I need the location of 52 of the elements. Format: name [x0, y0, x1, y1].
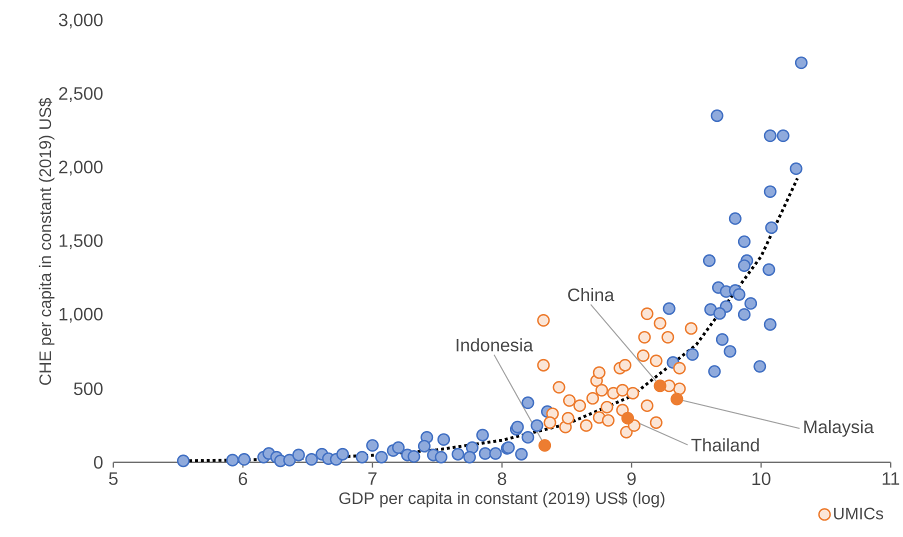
- point: [620, 426, 633, 439]
- point: [600, 400, 614, 414]
- point: [662, 330, 674, 344]
- point: [650, 416, 663, 429]
- y-tick-label: 500: [74, 382, 103, 396]
- legend-label: UMICs: [834, 508, 884, 520]
- x-axis-title: GDP per capita in constant (2019) US$ (log): [339, 492, 664, 508]
- point: [573, 399, 586, 412]
- point: [621, 412, 634, 425]
- point: [544, 416, 556, 429]
- point: [670, 392, 684, 406]
- point: [650, 354, 663, 368]
- point: [654, 380, 666, 392]
- point: [586, 392, 600, 405]
- point: [552, 380, 566, 394]
- x-tick-label: 11: [882, 472, 900, 485]
- x-tick-label: 5: [109, 472, 118, 485]
- x-tick-label: 10: [752, 472, 770, 486]
- x-tick-label: 6: [238, 472, 248, 486]
- point: [616, 384, 629, 397]
- x-tick-label: 7: [368, 472, 377, 485]
- y-tick-label: 3,000: [58, 14, 103, 28]
- point: [537, 358, 550, 372]
- point: [580, 419, 593, 432]
- y-tick-label: 2,500: [59, 87, 103, 102]
- point: [563, 394, 576, 407]
- x-tick-label: 8: [498, 472, 506, 486]
- annotation: China: [568, 288, 614, 302]
- y-tick-label: 2,000: [59, 160, 103, 176]
- point: [636, 349, 650, 362]
- point: [562, 412, 574, 425]
- point: [684, 322, 698, 335]
- point: [673, 362, 686, 375]
- x-tick-label: 9: [627, 472, 636, 486]
- point: [626, 386, 640, 400]
- point: [618, 358, 632, 372]
- point: [592, 366, 606, 379]
- point: [640, 307, 654, 320]
- point: [640, 399, 654, 412]
- point: [538, 439, 552, 452]
- point: [537, 314, 550, 327]
- y-axis-title: CHE per capita in constant (2019) US$: [38, 98, 54, 385]
- point: [654, 316, 666, 330]
- point: [595, 384, 608, 397]
- y-tick-label: 0: [94, 456, 103, 469]
- y-tick-label: 1,000: [60, 308, 103, 323]
- annotation: Thailand: [691, 438, 759, 452]
- point: [602, 414, 615, 427]
- annotation: Malaysia: [804, 420, 874, 437]
- annotation: Indonesia: [456, 338, 534, 352]
- y-tick-label: 1,500: [60, 234, 103, 250]
- point: [638, 330, 651, 344]
